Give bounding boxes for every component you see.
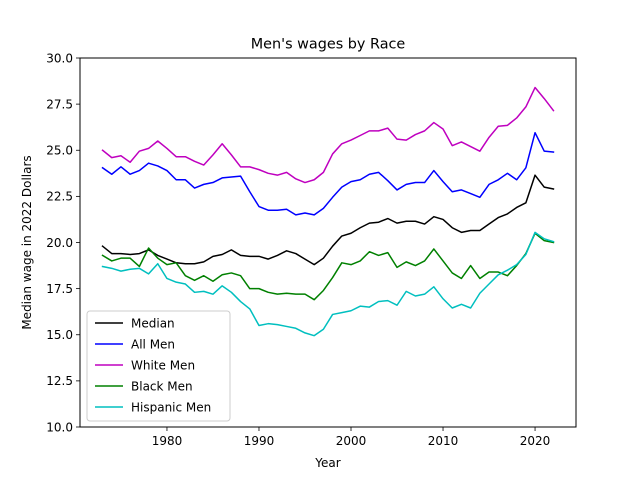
y-tick-label: 10.0 (46, 420, 73, 434)
legend-label-median: Median (131, 316, 175, 330)
y-tick-label: 27.5 (46, 97, 73, 111)
series-line-all-men (101, 131, 555, 216)
series-line-median (101, 174, 555, 266)
legend-label-all-men: All Men (131, 337, 175, 351)
y-axis-ticks: 10.0 12.5 15.0 17.5 20.0 22.5 25.0 27.5 30.0 (46, 51, 80, 434)
legend: Median All Men White Men Black Men Hispanic … (86, 310, 231, 422)
series-line-hispanic-men (101, 231, 555, 337)
series-line-black-men (101, 232, 555, 301)
y-tick-label: 12.5 (46, 374, 73, 388)
x-tick-label: 1980 (152, 434, 183, 448)
legend-label-hispanic-men: Hispanic Men (131, 400, 211, 414)
y-axis-label: Median wage in 2022 Dollars (20, 155, 34, 329)
x-tick-label: 2000 (336, 434, 367, 448)
series-layer (101, 86, 555, 337)
y-tick-label: 22.5 (46, 190, 73, 204)
y-tick-label: 30.0 (46, 51, 73, 65)
x-tick-label: 2010 (428, 434, 459, 448)
legend-label-black-men: Black Men (131, 379, 193, 393)
y-tick-label: 20.0 (46, 236, 73, 250)
legend-box (86, 310, 231, 422)
x-tick-label: 2020 (520, 434, 551, 448)
x-axis-label: Year (314, 456, 340, 470)
chart-title: Men's wages by Race (251, 37, 406, 53)
y-tick-label: 15.0 (46, 328, 73, 342)
series-line-white-men (101, 86, 555, 184)
x-axis-ticks: 1980 1990 2000 2010 2020 (152, 427, 551, 448)
x-tick-label: 1990 (244, 434, 275, 448)
y-tick-label: 25.0 (46, 144, 73, 158)
legend-label-white-men: White Men (131, 358, 195, 372)
y-tick-label: 17.5 (46, 282, 73, 296)
